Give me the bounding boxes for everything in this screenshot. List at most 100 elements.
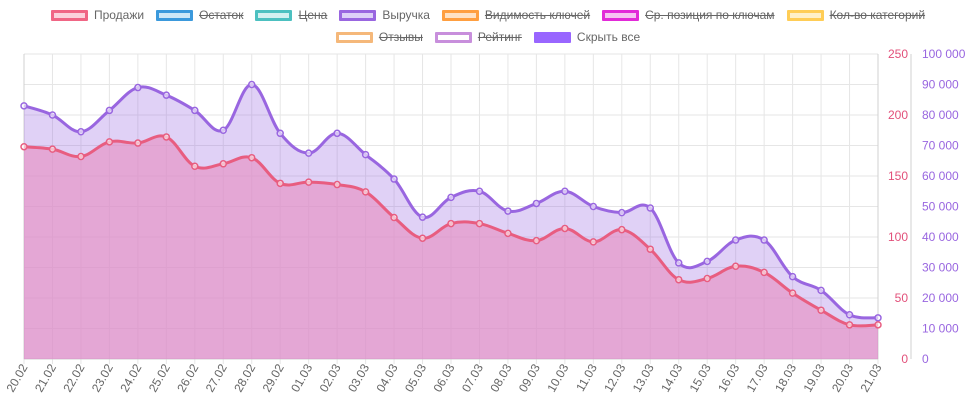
legend-label: Рейтинг bbox=[477, 30, 522, 44]
y-right-tick-label: 60 000 bbox=[922, 169, 959, 183]
legend-item[interactable]: Видимость ключей bbox=[441, 8, 591, 22]
x-tick-label: 03.03 bbox=[345, 361, 372, 394]
data-point bbox=[20, 102, 28, 110]
data-point bbox=[646, 204, 655, 212]
data-point bbox=[674, 259, 683, 267]
legend-item[interactable]: Отзывы bbox=[335, 30, 423, 44]
legend-label: Цена bbox=[298, 8, 328, 22]
y-right-tick-label: 80 000 bbox=[922, 108, 959, 122]
legend-item[interactable]: Цена bbox=[255, 8, 327, 22]
legend-item[interactable]: Выручка bbox=[339, 8, 430, 22]
legend-swatch bbox=[441, 9, 479, 21]
y-right-tick-label: 10 000 bbox=[922, 322, 959, 336]
data-point bbox=[504, 207, 512, 215]
data-point bbox=[162, 91, 171, 99]
legend-label: Скрыть все bbox=[576, 30, 641, 44]
data-point bbox=[361, 188, 370, 196]
data-point bbox=[219, 160, 228, 168]
x-tick-label: 23.02 bbox=[89, 361, 116, 394]
data-point bbox=[447, 219, 455, 228]
data-point bbox=[532, 236, 541, 245]
data-point bbox=[874, 314, 882, 322]
x-tick-label: 12.03 bbox=[601, 361, 628, 394]
series-area bbox=[24, 135, 878, 359]
legend-swatch bbox=[602, 9, 640, 21]
data-point bbox=[418, 213, 427, 221]
legend-swatch bbox=[786, 9, 824, 21]
x-tick-label: 10.03 bbox=[544, 361, 571, 394]
legend-label: Кол-во категорий bbox=[829, 8, 926, 22]
legend-item[interactable]: Скрыть все bbox=[533, 30, 641, 44]
y-right-tick-label: 100 000 bbox=[922, 47, 966, 61]
legend-row: Отзывы Рейтинг Скрыть все bbox=[0, 28, 976, 46]
x-tick-label: 11.03 bbox=[573, 361, 600, 394]
data-point bbox=[361, 150, 370, 159]
data-point bbox=[845, 311, 854, 319]
legend-item[interactable]: Остаток bbox=[156, 8, 243, 22]
series-sales bbox=[20, 133, 882, 359]
data-point bbox=[134, 83, 142, 92]
data-point bbox=[105, 138, 114, 146]
data-point bbox=[561, 224, 569, 233]
data-point bbox=[788, 272, 797, 281]
data-point bbox=[845, 321, 854, 329]
x-tick-label: 04.03 bbox=[374, 361, 401, 394]
x-tick-label: 19.03 bbox=[801, 361, 828, 394]
data-point bbox=[304, 178, 313, 186]
data-point bbox=[561, 187, 569, 195]
data-point bbox=[817, 286, 825, 295]
x-tick-label: 21.03 bbox=[857, 361, 884, 394]
x-tick-label: 20.03 bbox=[829, 361, 856, 394]
y-right-tick-label: 90 000 bbox=[922, 78, 959, 92]
data-point bbox=[703, 257, 711, 266]
data-point bbox=[504, 229, 512, 238]
y-right-tick-label: 0 bbox=[922, 352, 929, 366]
data-point bbox=[589, 238, 598, 246]
data-point bbox=[731, 236, 740, 244]
legend-swatch bbox=[50, 9, 88, 21]
data-point bbox=[134, 139, 142, 147]
data-point bbox=[532, 199, 541, 208]
legend-label: Остаток bbox=[199, 8, 244, 22]
y-left-tick-label: 50 bbox=[895, 291, 909, 305]
data-point bbox=[589, 202, 598, 211]
y-left-tick-label: 200 bbox=[888, 108, 908, 122]
legend-item[interactable]: Кол-во категорий bbox=[786, 8, 926, 22]
data-point bbox=[333, 180, 341, 189]
legend-item[interactable]: Продажи bbox=[50, 8, 144, 22]
data-point bbox=[618, 208, 626, 217]
legend-swatch bbox=[156, 9, 194, 21]
legend-label: Отзывы bbox=[378, 30, 423, 44]
data-point bbox=[475, 187, 484, 195]
legend-item[interactable]: Рейтинг bbox=[434, 30, 522, 44]
data-point bbox=[77, 128, 85, 136]
data-point bbox=[276, 179, 284, 188]
x-tick-label: 20.02 bbox=[3, 361, 30, 394]
x-tick-label: 07.03 bbox=[459, 361, 486, 394]
y-left-tick-label: 100 bbox=[888, 230, 908, 244]
data-point bbox=[788, 289, 797, 297]
data-point bbox=[48, 111, 57, 119]
x-tick-label: 15.03 bbox=[687, 361, 714, 394]
x-tick-label: 06.03 bbox=[430, 361, 457, 394]
data-point bbox=[874, 321, 882, 329]
legend-label: Видимость ключей bbox=[484, 8, 591, 22]
y-right-tick-label: 40 000 bbox=[922, 230, 959, 244]
data-point bbox=[191, 106, 199, 115]
x-tick-label: 05.03 bbox=[402, 361, 429, 394]
x-tick-label: 17.03 bbox=[744, 361, 771, 394]
legend-item[interactable]: Ср. позиция по ключам bbox=[602, 8, 775, 22]
legend-swatch bbox=[255, 9, 293, 21]
x-tick-label: 21.02 bbox=[32, 361, 59, 394]
y-right-tick-label: 20 000 bbox=[922, 291, 959, 305]
legend-swatch bbox=[339, 9, 377, 21]
x-tick-label: 29.02 bbox=[260, 361, 287, 394]
x-tick-label: 08.03 bbox=[487, 361, 514, 394]
data-point bbox=[276, 129, 284, 138]
data-point bbox=[703, 274, 711, 283]
x-tick-label: 02.03 bbox=[317, 361, 344, 394]
x-tick-label: 22.02 bbox=[60, 361, 87, 394]
data-point bbox=[390, 175, 398, 183]
legend-swatch bbox=[434, 31, 472, 43]
